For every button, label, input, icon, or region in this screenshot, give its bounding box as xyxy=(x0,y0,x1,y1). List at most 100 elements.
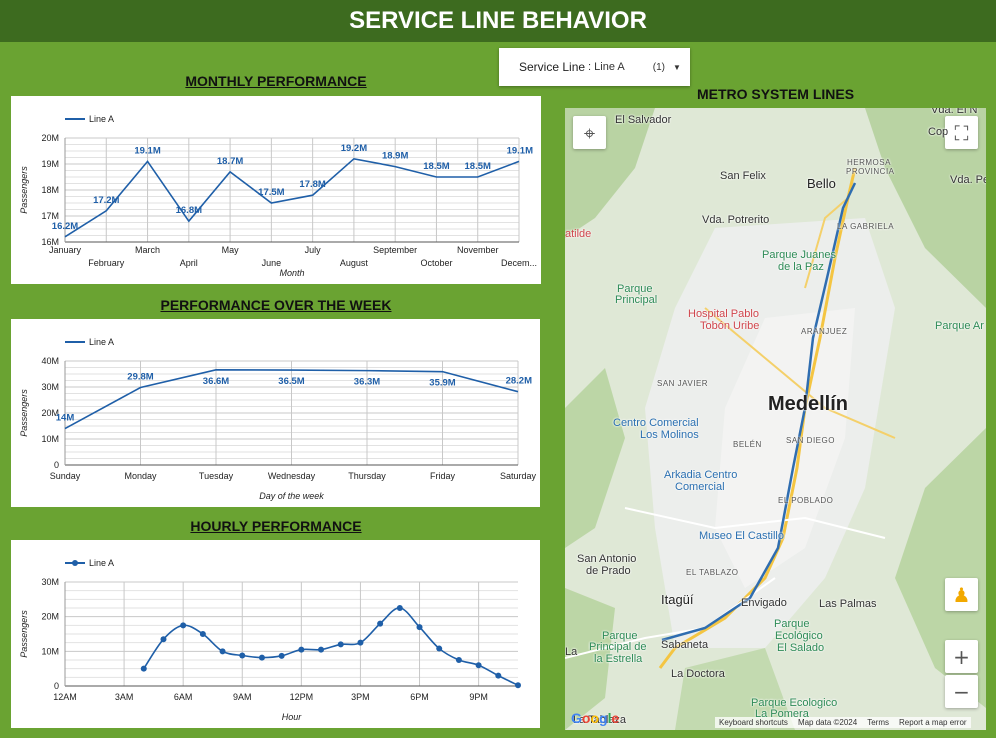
data-point xyxy=(298,646,305,653)
x-tick-label: Decem... xyxy=(501,258,537,268)
x-tick-label: 3AM xyxy=(115,692,134,702)
terms-link[interactable]: Terms xyxy=(867,718,889,727)
x-axis-title: Hour xyxy=(282,712,303,722)
y-tick-label: 0 xyxy=(54,681,59,691)
x-tick-label: April xyxy=(180,258,198,268)
data-label: 29.8M xyxy=(127,372,153,383)
map-label-el-tablazo: EL TABLAZO xyxy=(686,568,739,577)
x-tick-label: Tuesday xyxy=(199,471,234,481)
map-label-el-salvador: El Salvador xyxy=(615,114,672,126)
x-tick-label: Saturday xyxy=(500,471,537,481)
map-label-parque-ar: Parque Ar xyxy=(935,320,984,332)
keyboard-shortcuts-link[interactable]: Keyboard shortcuts xyxy=(719,718,788,727)
map-background xyxy=(565,108,986,730)
data-point xyxy=(455,657,462,663)
y-tick-label: 19M xyxy=(41,159,59,169)
y-tick-label: 30M xyxy=(41,382,59,392)
map-label-museo: Museo El Castillo xyxy=(699,530,784,542)
data-point xyxy=(258,654,265,661)
series-line xyxy=(64,157,520,238)
data-point xyxy=(180,622,187,629)
map-label-de-prado: de Prado xyxy=(586,565,631,577)
monthly-title: MONTHLY PERFORMANCE xyxy=(185,73,367,89)
zoom-out-button[interactable]: − xyxy=(945,675,978,708)
y-tick-label: 16M xyxy=(41,237,59,247)
x-tick-label: Sunday xyxy=(50,471,81,481)
x-tick-label: 6AM xyxy=(174,692,193,702)
weekly-chart: 0 10M 20M 30M 40M Sunday Monday Tuesday Wednesda… xyxy=(11,319,540,507)
map-label-de-la-paz: de la Paz xyxy=(778,261,824,273)
data-label: 28.2M xyxy=(506,376,532,387)
data-label: 17.8M xyxy=(299,179,325,190)
x-tick-label: Friday xyxy=(430,471,456,481)
x-tick-label: Wednesday xyxy=(268,471,316,481)
fullscreen-icon[interactable]: ⛶ xyxy=(945,116,978,149)
map-footer: Keyboard shortcuts Map data ©2024 Terms … xyxy=(715,717,971,728)
street-view-icon[interactable]: ♟ xyxy=(945,578,978,611)
y-tick-label: 10M xyxy=(41,434,59,444)
hourly-title: HOURLY PERFORMANCE xyxy=(190,518,362,534)
dashboard-header: SERVICE LINE BEHAVIOR xyxy=(0,0,996,42)
data-point xyxy=(239,652,246,659)
report-error-link[interactable]: Report a map error xyxy=(899,718,967,727)
legend-label: Line A xyxy=(89,114,114,124)
data-point xyxy=(436,645,443,652)
data-label: 19.1M xyxy=(507,145,533,156)
map-label-medellin: Medellín xyxy=(768,393,849,415)
series-line xyxy=(143,607,519,687)
map-label-san-javier: SAN JAVIER xyxy=(657,379,709,388)
map-label-la-gabriela: LA GABRIELA xyxy=(837,222,895,231)
map-label-parque-ecologico-3: El Salado xyxy=(777,642,825,654)
series-line xyxy=(64,369,519,430)
data-label: 18.5M xyxy=(465,161,491,172)
data-point xyxy=(515,682,521,689)
caret-down-icon: ▼ xyxy=(672,62,681,72)
x-tick-label: July xyxy=(305,245,322,255)
metro-line-a xyxy=(661,182,857,642)
x-tick-label: 9AM xyxy=(233,692,252,702)
data-label: 18.5M xyxy=(423,161,449,172)
x-tick-label: October xyxy=(420,258,452,268)
metro-map[interactable]: ⌖ ⛶ ♟ + − El Salvador San Felix Bello HERMO… xyxy=(565,108,986,730)
monthly-chart: 16M 17M 18M 19M 20M January February March April… xyxy=(11,96,541,284)
map-label-aranjuez: ARANJUEZ xyxy=(801,327,848,336)
filter-value: : Line A xyxy=(588,61,625,73)
data-label: 17.2M xyxy=(93,195,119,206)
map-label-envigado: Envigado xyxy=(741,597,787,609)
map-label-la-left: La xyxy=(565,646,578,658)
map-label-parque-ecologico-2: Ecológico xyxy=(775,630,823,642)
map-label-arkadia-2: Comercial xyxy=(675,481,725,493)
locate-icon[interactable]: ⌖ xyxy=(573,116,606,149)
map-label-centro-comercial: Centro Comercial xyxy=(613,417,699,429)
data-label: 36.3M xyxy=(354,377,380,388)
x-tick-label: February xyxy=(88,258,125,268)
map-label-parque-estrella-3: la Estrella xyxy=(594,653,643,665)
data-point xyxy=(416,624,423,631)
service-line-filter[interactable]: Service Line : Line A (1) ▼ xyxy=(499,48,690,86)
page-title: SERVICE LINE BEHAVIOR xyxy=(349,7,647,34)
map-label-hospital: Hospital Pablo xyxy=(688,308,759,320)
x-tick-label: 12PM xyxy=(290,692,314,702)
map-label-las-palmas: Las Palmas xyxy=(819,598,877,610)
y-axis-title: Passengers xyxy=(19,166,29,214)
map-label-vda-potrerito: Vda. Potrerito xyxy=(702,214,770,226)
zoom-in-button[interactable]: + xyxy=(945,640,978,673)
map-label-parque-estrella: Parque xyxy=(602,630,638,642)
data-label: 19.1M xyxy=(134,145,160,156)
data-point xyxy=(318,646,325,653)
map-title: METRO SYSTEM LINES xyxy=(696,86,855,102)
data-label: 14M xyxy=(56,413,75,424)
x-tick-label: January xyxy=(49,245,82,255)
data-label: 36.5M xyxy=(278,376,304,387)
data-label: 16.8M xyxy=(176,205,202,216)
x-tick-label: 3PM xyxy=(351,692,370,702)
x-tick-label: Thursday xyxy=(348,471,386,481)
filter-count: (1) xyxy=(652,61,665,73)
map-label-san-diego: SAN DIEGO xyxy=(786,436,835,445)
y-axis-title: Passengers xyxy=(19,610,29,658)
x-tick-label: June xyxy=(262,258,282,268)
y-tick-label: 10M xyxy=(41,646,59,656)
map-label-parque-ecologico: Parque xyxy=(774,618,810,630)
map-label-arkadia: Arkadia Centro xyxy=(664,469,738,481)
map-label-vda-pe: Vda. Pe xyxy=(950,174,986,186)
